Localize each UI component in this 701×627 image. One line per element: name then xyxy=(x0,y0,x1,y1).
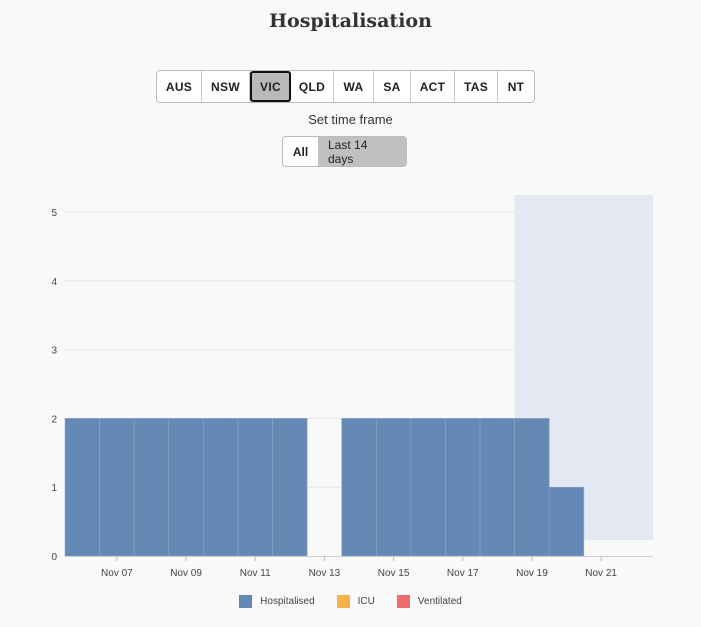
y-tick-label: 4 xyxy=(51,277,57,288)
bar-hospitalised xyxy=(548,486,585,557)
y-tick-label: 2 xyxy=(51,414,57,425)
legend-item-ventilated: Ventilated xyxy=(396,595,462,608)
state-selector: AUS NSW VIC QLD WA SA ACT TAS NT xyxy=(156,70,535,103)
bar-hospitalised xyxy=(479,418,515,557)
y-tick-label: 3 xyxy=(51,346,57,357)
x-tick-label: Nov 19 xyxy=(516,568,548,579)
bar-hospitalised xyxy=(133,418,170,557)
tab-qld[interactable]: QLD xyxy=(291,71,334,102)
y-tick-label: 1 xyxy=(51,483,57,494)
bar-hospitalised xyxy=(341,418,377,557)
x-tick-label: Nov 09 xyxy=(170,568,202,579)
tab-act[interactable]: ACT xyxy=(411,71,455,102)
tab-aus[interactable]: AUS xyxy=(157,71,202,102)
timeframe-all-button[interactable]: All xyxy=(292,144,309,159)
legend-label-icu: ICU xyxy=(357,596,375,607)
bar-hospitalised xyxy=(99,418,135,557)
x-tick-label: Nov 15 xyxy=(378,568,410,579)
legend-label-hospitalised: Hospitalised xyxy=(260,596,315,607)
tab-nsw[interactable]: NSW xyxy=(202,71,250,102)
bar-hospitalised xyxy=(514,418,550,557)
tab-nt[interactable]: NT xyxy=(507,79,525,94)
legend-swatch-ventilated xyxy=(396,595,410,608)
x-tick-label: Nov 21 xyxy=(585,568,617,579)
legend-item-icu: ICU xyxy=(336,595,375,608)
x-tick-label: Nov 11 xyxy=(240,568,271,579)
bar-hospitalised xyxy=(272,418,308,557)
bar-hospitalised xyxy=(203,418,239,557)
bar-hospitalised xyxy=(445,418,481,557)
legend-swatch-hospitalised xyxy=(239,595,253,608)
legend-label-ventilated: Ventilated xyxy=(417,596,462,607)
tab-sa[interactable]: SA xyxy=(374,71,411,102)
y-tick-label: 5 xyxy=(51,208,57,219)
x-tick-label: Nov 17 xyxy=(447,568,479,579)
tab-tas[interactable]: TAS xyxy=(455,71,498,102)
page-title: Hospitalisation xyxy=(269,10,432,32)
tab-vic[interactable]: VIC xyxy=(250,71,291,102)
legend-item-hospitalised: Hospitalised xyxy=(239,595,315,608)
chart-legend: Hospitalised ICU Ventilated xyxy=(0,595,701,608)
bar-hospitalised xyxy=(168,418,204,557)
x-tick-label: Nov 13 xyxy=(309,568,341,579)
bar-hospitalised xyxy=(64,418,100,557)
legend-swatch-icu xyxy=(336,595,350,608)
tab-wa[interactable]: WA xyxy=(334,71,374,102)
timeframe-selector: All Last 14 days xyxy=(282,136,407,167)
bar-hospitalised xyxy=(375,418,412,557)
bar-hospitalised xyxy=(410,418,446,557)
x-tick-label: Nov 07 xyxy=(101,568,133,579)
timeframe-last-14-days-button[interactable]: Last 14 days xyxy=(318,137,406,166)
y-tick-label: 0 xyxy=(51,552,57,563)
bar-hospitalised xyxy=(237,418,273,557)
timeframe-label: Set time frame xyxy=(308,112,393,127)
